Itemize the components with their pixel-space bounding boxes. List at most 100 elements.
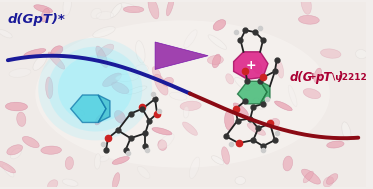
Text: +: + (309, 72, 317, 81)
Ellipse shape (47, 180, 58, 189)
Polygon shape (233, 52, 268, 79)
Ellipse shape (183, 107, 189, 118)
Ellipse shape (62, 179, 78, 186)
Text: \u2212: \u2212 (332, 72, 367, 81)
Text: d(GpT)*: d(GpT)* (8, 12, 66, 26)
Ellipse shape (33, 55, 47, 70)
Ellipse shape (95, 115, 103, 125)
Ellipse shape (112, 82, 129, 94)
Ellipse shape (303, 89, 321, 99)
Ellipse shape (41, 146, 62, 154)
Ellipse shape (169, 92, 187, 100)
Ellipse shape (110, 4, 122, 17)
Ellipse shape (152, 128, 172, 135)
Ellipse shape (148, 0, 159, 19)
Ellipse shape (323, 177, 334, 187)
Ellipse shape (225, 110, 234, 130)
Ellipse shape (152, 67, 161, 81)
Ellipse shape (35, 20, 330, 168)
Ellipse shape (163, 77, 173, 86)
Ellipse shape (94, 154, 101, 169)
Polygon shape (238, 81, 267, 104)
Ellipse shape (93, 26, 115, 37)
Ellipse shape (233, 103, 248, 116)
Ellipse shape (123, 6, 144, 13)
Ellipse shape (136, 41, 145, 63)
Ellipse shape (298, 15, 319, 24)
Polygon shape (260, 81, 270, 104)
Ellipse shape (3, 164, 14, 177)
Ellipse shape (24, 49, 46, 57)
Ellipse shape (213, 20, 226, 30)
Ellipse shape (136, 65, 148, 72)
Ellipse shape (91, 8, 101, 19)
Ellipse shape (166, 0, 174, 16)
Ellipse shape (113, 173, 120, 188)
Ellipse shape (247, 123, 266, 135)
Ellipse shape (158, 134, 174, 149)
Ellipse shape (327, 141, 344, 148)
Ellipse shape (320, 49, 341, 58)
Ellipse shape (96, 46, 108, 68)
Ellipse shape (48, 47, 142, 132)
Text: d(G: d(G (289, 71, 313, 84)
Ellipse shape (51, 46, 63, 56)
Ellipse shape (226, 74, 233, 84)
Ellipse shape (7, 145, 23, 155)
Ellipse shape (63, 0, 71, 16)
Ellipse shape (301, 169, 320, 184)
Ellipse shape (10, 148, 21, 159)
Ellipse shape (182, 122, 197, 135)
Ellipse shape (184, 30, 197, 48)
Ellipse shape (38, 38, 152, 140)
Ellipse shape (46, 77, 53, 99)
Ellipse shape (222, 147, 229, 164)
Ellipse shape (73, 108, 85, 115)
Ellipse shape (34, 5, 53, 13)
Ellipse shape (6, 102, 28, 111)
Text: ): ) (338, 71, 343, 84)
Ellipse shape (103, 73, 122, 87)
Ellipse shape (112, 156, 129, 164)
Ellipse shape (138, 166, 150, 178)
Ellipse shape (189, 157, 200, 178)
Ellipse shape (245, 72, 263, 86)
Ellipse shape (257, 99, 267, 109)
Ellipse shape (41, 9, 49, 22)
Text: pT: pT (315, 71, 332, 84)
Ellipse shape (235, 177, 245, 184)
Ellipse shape (270, 119, 280, 127)
Ellipse shape (235, 77, 250, 91)
Ellipse shape (207, 56, 223, 64)
Ellipse shape (158, 140, 167, 150)
Ellipse shape (0, 30, 12, 38)
Ellipse shape (211, 156, 224, 165)
Ellipse shape (58, 56, 132, 123)
Ellipse shape (288, 85, 297, 107)
Polygon shape (98, 95, 110, 122)
Ellipse shape (17, 112, 26, 126)
Ellipse shape (180, 101, 201, 111)
Ellipse shape (96, 12, 114, 20)
Ellipse shape (275, 101, 292, 111)
Ellipse shape (100, 156, 109, 162)
Ellipse shape (97, 44, 114, 58)
Ellipse shape (65, 157, 73, 170)
Ellipse shape (326, 174, 338, 184)
Ellipse shape (115, 111, 125, 123)
Ellipse shape (9, 69, 31, 77)
Ellipse shape (355, 50, 367, 59)
Ellipse shape (116, 74, 138, 81)
Ellipse shape (301, 0, 311, 14)
Ellipse shape (252, 60, 262, 74)
Ellipse shape (212, 54, 220, 68)
Ellipse shape (22, 136, 39, 148)
Text: +: + (246, 59, 257, 72)
Polygon shape (155, 42, 208, 70)
Polygon shape (70, 95, 106, 122)
Ellipse shape (154, 74, 168, 95)
Ellipse shape (250, 98, 260, 111)
Ellipse shape (48, 52, 65, 69)
Ellipse shape (314, 68, 322, 83)
Ellipse shape (0, 161, 16, 173)
